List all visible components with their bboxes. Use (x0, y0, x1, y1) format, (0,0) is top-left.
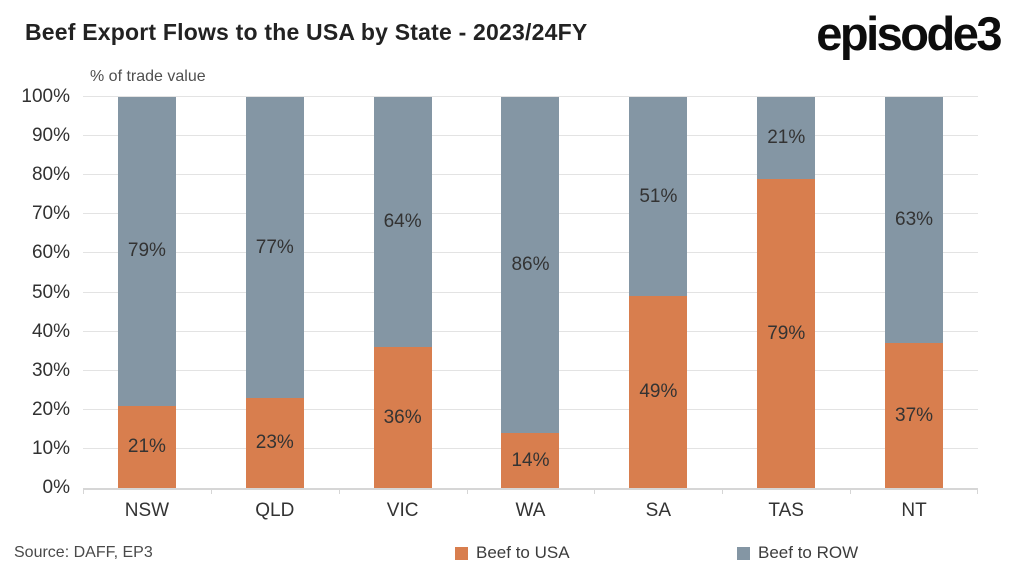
value-label: 21% (767, 127, 806, 149)
stacked-bar-tas: 79% 21% (757, 97, 816, 488)
x-axis-category-label: QLD (255, 500, 295, 521)
value-label: 79% (767, 322, 806, 344)
y-axis-tick-label: 30% (31, 359, 70, 381)
bar-segment (373, 97, 432, 348)
bar-segment (757, 179, 816, 488)
x-axis-line (83, 488, 978, 490)
y-axis-tick-label: 20% (31, 398, 70, 420)
value-label: 49% (639, 381, 678, 403)
bar-slot: 21% 79% (83, 97, 211, 488)
stacked-bar-vic: 36% 64% (373, 97, 432, 488)
legend-label: Beef to ROW (758, 543, 859, 562)
x-axis-tick (722, 488, 724, 494)
y-axis-tick-label: 80% (31, 164, 70, 186)
legend-swatch (737, 546, 750, 560)
stacked-bar-nsw: 21% 79% (117, 97, 176, 488)
y-axis-tick-label: 100% (21, 86, 70, 107)
x-axis-tick (850, 488, 852, 494)
x-axis-category-label: SA (645, 500, 672, 521)
value-label: 64% (383, 211, 422, 233)
value-label: 14% (511, 449, 550, 471)
value-label: 51% (639, 185, 678, 207)
x-axis-category-label: NT (901, 500, 927, 521)
bar-segment (245, 398, 304, 488)
chart-title: Beef Export Flows to the USA by State - … (25, 19, 588, 45)
x-axis-category-label: TAS (768, 500, 804, 521)
bar-slot: 79% 21% (722, 97, 850, 488)
x-axis-category-label: NSW (124, 500, 170, 521)
x-axis-tick (83, 488, 84, 494)
y-axis-title: % of trade value (90, 68, 206, 85)
bar-segment (501, 97, 560, 434)
legend-label: Beef to USA (476, 543, 570, 562)
bar-segment (117, 97, 176, 406)
bar-segment (885, 97, 944, 344)
y-axis-tick-label: 10% (31, 437, 70, 459)
value-label: 23% (255, 432, 294, 454)
bar-segment (885, 343, 944, 488)
value-label: 86% (511, 254, 550, 276)
legend-item: Beef to USA (455, 543, 570, 563)
y-axis-tick-label: 40% (31, 320, 70, 342)
value-label: 79% (127, 240, 166, 262)
bar-segment (629, 97, 688, 297)
bar-segment (757, 97, 816, 180)
bar-slot: 14% 86% (467, 97, 595, 488)
bar-segment (245, 97, 304, 399)
source-note: Source: DAFF, EP3 (14, 544, 153, 561)
bar-segment (501, 433, 560, 488)
x-axis-tick (210, 488, 212, 494)
y-axis-tick-label: 50% (31, 281, 70, 303)
y-axis-tick-label: 60% (31, 242, 70, 264)
y-axis: 100% 90% 80% 70% 60% 50% 40% 30% 20% 10% 0% (0, 86, 70, 498)
bar-slot: 37% 63% (850, 97, 978, 488)
stacked-bar-sa: 49% 51% (629, 97, 688, 488)
legend-item: Beef to ROW (737, 543, 858, 563)
bar-slot: 36% 64% (339, 97, 467, 488)
x-axis-category-label: WA (515, 500, 546, 521)
x-axis-category-label: VIC (386, 500, 419, 521)
value-label: 21% (127, 435, 166, 457)
y-axis-tick-label: 70% (31, 203, 70, 225)
value-label: 36% (383, 406, 422, 428)
episode3-logo: episode3 (816, 7, 1002, 60)
y-axis-tick-label: 0% (42, 477, 70, 498)
value-label: 37% (895, 404, 934, 426)
value-label: 77% (255, 236, 294, 258)
stacked-bar-qld: 23% 77% (245, 97, 304, 488)
bar-segment (373, 347, 432, 488)
bar-slot: 49% 51% (594, 97, 722, 488)
x-axis-tick (594, 488, 596, 494)
bar-segment (629, 296, 688, 488)
stacked-bar-wa: 14% 86% (501, 97, 560, 488)
legend: Beef to USA Beef to ROW (0, 543, 1024, 563)
x-axis: NSW QLD VIC WA SA TAS NT (83, 500, 978, 526)
bar-segment (117, 405, 176, 488)
legend-swatch (455, 546, 468, 560)
x-axis-tick (466, 488, 468, 494)
x-axis-tick (977, 488, 978, 494)
y-axis-tick-label: 90% (31, 125, 70, 147)
bar-slot: 23% 77% (211, 97, 339, 488)
plot-area: 21% 79% 23% 77% 36% 64% 14% 86% 49% 51% 79% 21% 37% 6… (83, 96, 978, 494)
x-axis-tick (338, 488, 340, 494)
value-label: 63% (895, 209, 934, 231)
grid-line (83, 96, 978, 97)
stacked-bar-nt: 37% 63% (885, 97, 944, 488)
